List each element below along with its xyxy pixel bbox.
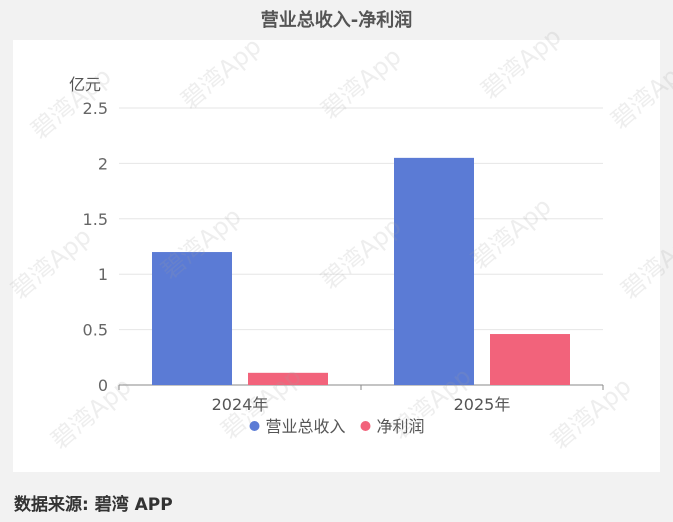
y-axis-unit-label: 亿元: [69, 75, 101, 94]
bar-revenue: [394, 157, 474, 385]
y-tick-label: 2: [98, 154, 108, 173]
y-tick-label: 1.5: [83, 210, 108, 229]
bar-revenue: [152, 252, 232, 385]
legend-label: 营业总收入: [266, 417, 346, 436]
data-source-note: 数据来源: 碧湾 APP: [14, 495, 173, 515]
y-tick-label: 2.5: [83, 99, 108, 118]
x-tick-label: 2024年: [212, 395, 269, 414]
y-tick-label: 0: [98, 376, 108, 395]
x-tick-label: 2025年: [454, 395, 511, 414]
chart-panel: 亿元 0 0.5 1 1.5 2 2.5 2024年 2025年营业总收入 净利润: [13, 40, 660, 472]
bar-net-profit: [490, 334, 570, 385]
y-tick-label: 1: [98, 265, 108, 284]
legend-swatch: [360, 421, 371, 431]
y-tick-label: 0.5: [83, 321, 108, 340]
legend-swatch: [249, 421, 260, 431]
chart-title: 营业总收入-净利润: [260, 10, 413, 31]
bar-net-profit: [248, 372, 328, 385]
legend-label: 净利润: [377, 417, 425, 436]
